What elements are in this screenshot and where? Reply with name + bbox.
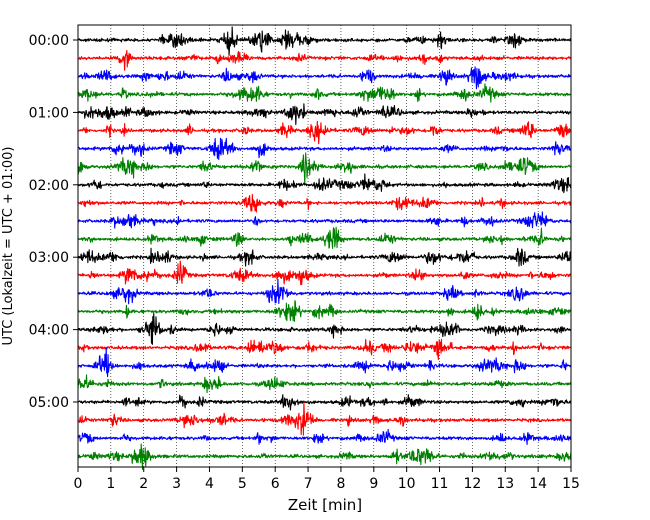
x-tick-label-9: 9	[369, 476, 378, 492]
trace-0515	[77, 401, 572, 436]
x-tick-label-14: 14	[529, 476, 547, 492]
plot-frame	[77, 24, 572, 468]
trace-0000	[77, 26, 572, 56]
y-tick-label-1: 01:00	[29, 105, 69, 121]
x-tick-label-6: 6	[271, 476, 280, 492]
x-tick-label-11: 11	[431, 476, 449, 492]
trace-0045	[77, 83, 572, 103]
trace-0545	[77, 443, 572, 471]
x-tick-label-8: 8	[336, 476, 345, 492]
y-tick-label-0: 00:00	[29, 33, 69, 49]
y-tick-label-2: 02:00	[29, 178, 69, 194]
trace-0430	[77, 347, 572, 378]
x-axis-ticks: 0 1 2 3 4 5 6 7 8 9 10 11 12 13 14 15	[74, 467, 580, 492]
trace-0245	[77, 226, 572, 249]
y-axis-ticks: 00:00 01:00 02:00 03:00 04:00 05:00	[29, 33, 78, 411]
y-tick-label-4: 04:00	[29, 323, 69, 339]
trace-0030	[77, 66, 572, 90]
trace-0115	[77, 120, 572, 145]
x-tick-label-13: 13	[496, 476, 514, 492]
trace-0300	[77, 247, 572, 267]
x-tick-label-0: 0	[74, 476, 83, 492]
x-tick-label-7: 7	[304, 476, 313, 492]
trace-0500	[77, 394, 572, 411]
x-tick-label-4: 4	[205, 476, 214, 492]
trace-0445	[77, 374, 572, 394]
trace-0330	[77, 278, 572, 305]
trace-0015	[77, 49, 572, 71]
trace-0145	[77, 152, 572, 185]
x-tick-label-5: 5	[238, 476, 247, 492]
seismic-traces	[77, 26, 572, 471]
trace-0415	[77, 338, 572, 361]
y-tick-label-5: 05:00	[29, 395, 69, 411]
trace-0530	[77, 428, 572, 446]
x-tick-label-15: 15	[562, 476, 580, 492]
x-tick-label-1: 1	[106, 476, 115, 492]
trace-0100	[77, 103, 572, 126]
x-tick-label-3: 3	[172, 476, 181, 492]
trace-0345	[77, 300, 572, 322]
trace-0315	[77, 260, 572, 286]
x-tick-label-12: 12	[463, 476, 481, 492]
y-tick-label-3: 03:00	[29, 250, 69, 266]
trace-0200	[77, 173, 572, 194]
trace-0400	[77, 313, 572, 345]
trace-0130	[77, 137, 572, 160]
trace-0230	[77, 211, 572, 229]
x-axis-title: Zeit [min]	[288, 496, 362, 514]
trace-0215	[77, 193, 572, 213]
y-axis-title: UTC (Lokalzeit = UTC + 01:00)	[1, 147, 16, 346]
x-tick-label-2: 2	[139, 476, 148, 492]
x-tick-label-10: 10	[398, 476, 416, 492]
